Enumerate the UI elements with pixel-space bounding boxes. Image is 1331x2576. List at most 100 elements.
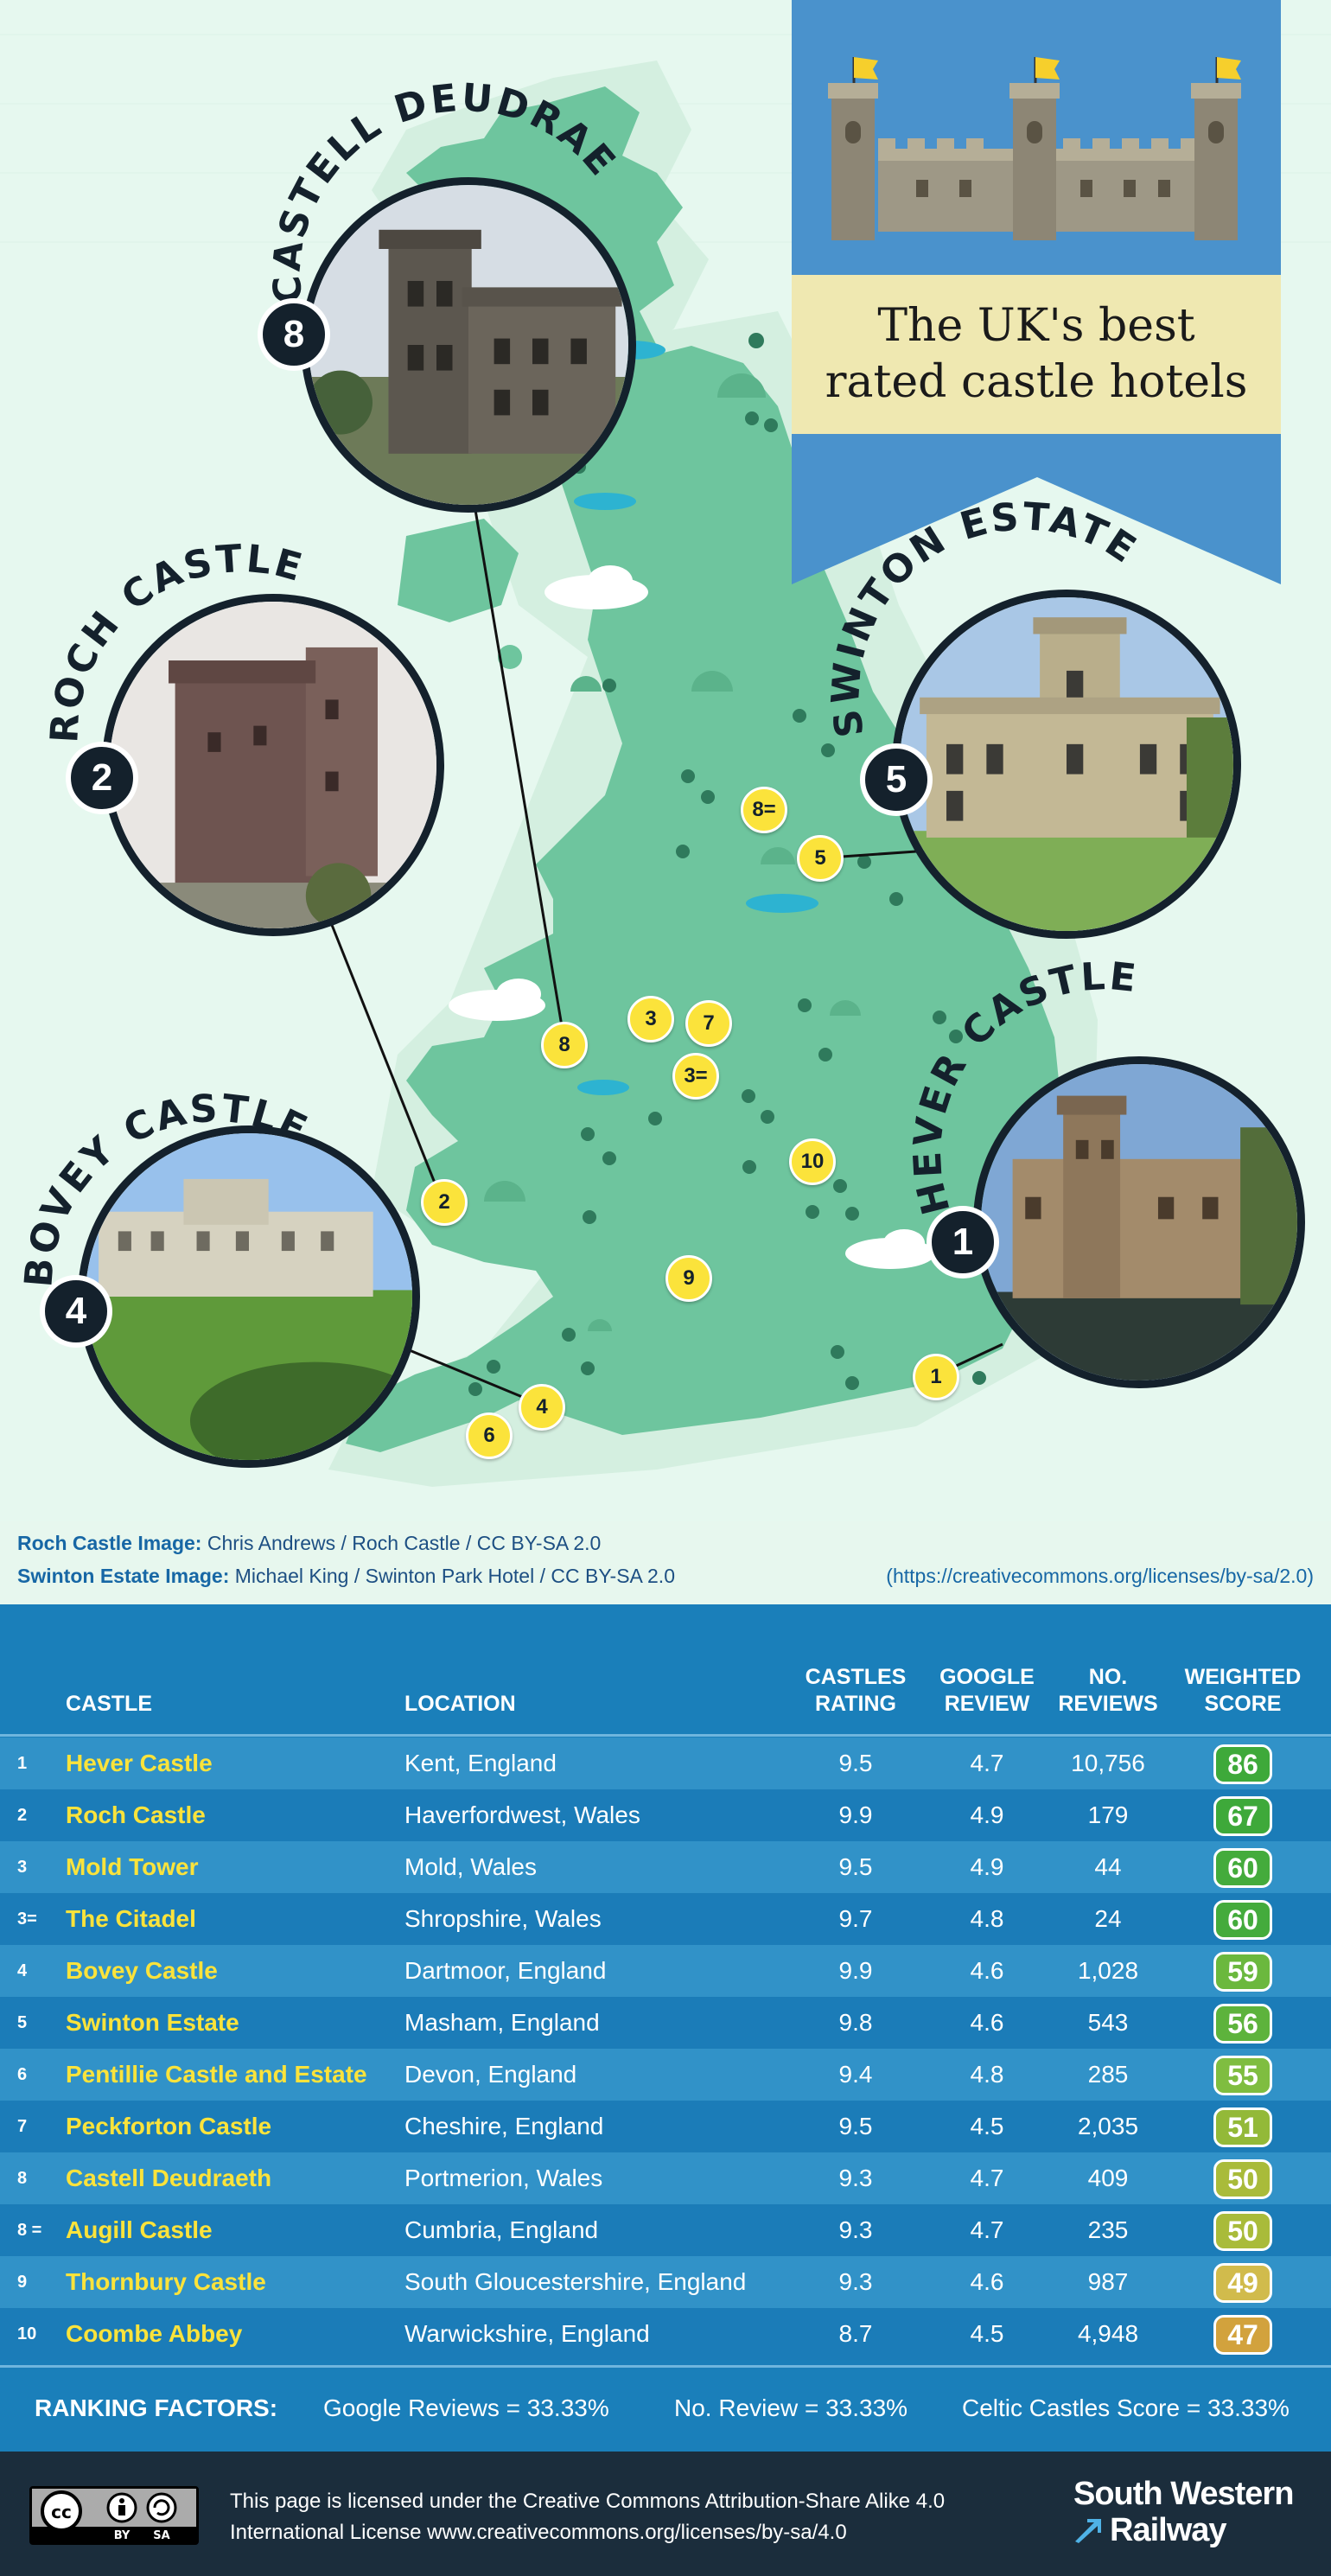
table-row: 5 Swinton Estate Masham, England 9.8 4.6 543 5…	[0, 1997, 1331, 2049]
map-marker: 3=	[672, 1053, 719, 1100]
map-marker: 8	[541, 1022, 588, 1068]
hever-castle-photo	[973, 1056, 1305, 1388]
header-no-reviews: NO. REVIEWS	[1058, 1665, 1158, 1716]
map-section: The UK's best rated castle hotels CASTEL…	[16, 0, 1305, 1487]
hever-castle-rank-badge: 1	[927, 1206, 999, 1278]
header-location: LOCATION	[404, 1692, 516, 1716]
cc-icon	[41, 2490, 82, 2532]
castle-name-cell: The Citadel	[66, 1905, 196, 1932]
location-cell: Masham, England	[404, 2009, 600, 2036]
ranking-factors: RANKING FACTORS: Google Reviews = 33.33%…	[0, 2365, 1331, 2452]
roch-castle-rank-badge: 2	[66, 742, 138, 814]
weighted-score-badge: 60	[1213, 1848, 1272, 1888]
no-reviews-cell: 10,756	[1071, 1750, 1145, 1776]
rank-cell: 10	[17, 2324, 37, 2343]
title-box: The UK's best rated castle hotels	[792, 275, 1281, 434]
ranking-factors-label: RANKING FACTORS:	[35, 2394, 278, 2421]
castle-name-cell: Swinton Estate	[66, 2009, 239, 2036]
google-review-cell: 4.8	[970, 1905, 1004, 1932]
weighted-score-badge: 49	[1213, 2263, 1272, 2303]
table-row: 2 Roch Castle Haverfordwest, Wales 9.9 4.9 17…	[0, 1789, 1331, 1841]
table-row: 8 = Augill Castle Cumbria, England 9.3 4.7 23…	[0, 2204, 1331, 2256]
castles-rating-cell: 9.3	[838, 2216, 873, 2243]
map-marker: 7	[685, 1000, 732, 1047]
table-row: 7 Peckforton Castle Cheshire, England 9.5 4.…	[0, 2101, 1331, 2152]
table-row: 1 Hever Castle Kent, England 9.5 4.7 10,756 86	[0, 1738, 1331, 1789]
license-line-2[interactable]: International License www.creativecommon…	[230, 2521, 847, 2544]
location-cell: Warwickshire, England	[404, 2320, 650, 2347]
location-cell: Mold, Wales	[404, 1853, 538, 1880]
roch-castle-photo	[102, 594, 444, 936]
rank-cell: 7	[17, 2117, 28, 2136]
weighted-score-badge: 67	[1213, 1796, 1272, 1836]
roch-credit-text: Chris Andrews / Roch Castle / CC BY-SA 2…	[207, 1532, 602, 1554]
weighted-score-badge: 56	[1213, 2004, 1272, 2044]
castell-deudraeth-photo	[301, 177, 636, 513]
table-row: 4 Bovey Castle Dartmoor, England 9.9 4.6 1,02…	[0, 1945, 1331, 1997]
castle-name-cell: Hever Castle	[66, 1750, 213, 1776]
location-cell: South Gloucestershire, England	[404, 2268, 747, 2295]
table-row: 9 Thornbury Castle South Gloucestershire, …	[0, 2256, 1331, 2308]
brand-line-1: South Western	[1073, 2476, 1294, 2512]
castles-rating-cell: 9.3	[838, 2268, 873, 2295]
table-row: 3 Mold Tower Mold, Wales 9.5 4.9 44 60	[0, 1841, 1331, 1893]
map-marker: 3	[627, 996, 674, 1043]
no-reviews-cell: 409	[1087, 2165, 1129, 2191]
svg-text:SA: SA	[153, 2529, 169, 2542]
map-marker: 4	[519, 1384, 565, 1431]
weighted-score-badge: 60	[1213, 1900, 1272, 1940]
castle-name-cell: Thornbury Castle	[66, 2268, 266, 2295]
rank-cell: 4	[17, 1961, 28, 1980]
castle-name-cell: Roch Castle	[66, 1801, 206, 1828]
header-castle: CASTLE	[66, 1692, 152, 1716]
swinton-credit-label: Swinton Estate Image:	[17, 1565, 230, 1587]
no-reviews-cell: 4,948	[1077, 2320, 1139, 2347]
svg-text:BY: BY	[114, 2529, 131, 2542]
castle-name-cell: Mold Tower	[66, 1853, 199, 1880]
rank-cell: 5	[17, 2013, 28, 2032]
south-western-railway-logo: South Western Railway	[1073, 2476, 1315, 2554]
table-row: 3= The Citadel Shropshire, Wales 9.7 4.8 24 60	[0, 1893, 1331, 1945]
table-row: 10 Coombe Abbey Warwickshire, England 8.7 4.…	[0, 2308, 1331, 2360]
rank-cell: 9	[17, 2273, 28, 2292]
google-review-cell: 4.7	[970, 1750, 1004, 1776]
license-link[interactable]: (https://creativecommons.org/licenses/by…	[886, 1565, 1314, 1587]
roch-credit-label: Roch Castle Image:	[17, 1532, 202, 1554]
weighted-score-badge: 59	[1213, 1952, 1272, 1992]
castle-name-cell: Pentillie Castle and Estate	[66, 2061, 367, 2088]
weighted-score-badge: 50	[1213, 2211, 1272, 2251]
cc-license-badge[interactable]: cc BY SA	[29, 2486, 199, 2545]
map-marker: 8=	[741, 787, 787, 833]
ranking-factor-google: Google Reviews = 33.33%	[323, 2394, 609, 2421]
google-review-cell: 4.9	[970, 1801, 1004, 1828]
castle-name-cell: Peckforton Castle	[66, 2113, 272, 2139]
rank-cell: 2	[17, 1806, 28, 1825]
location-cell: Haverfordwest, Wales	[404, 1801, 640, 1828]
castle-name-cell: Coombe Abbey	[66, 2320, 243, 2347]
rank-cell: 3=	[17, 1910, 37, 1929]
swinton-estate-photo	[892, 590, 1241, 939]
rank-cell: 3	[17, 1858, 28, 1877]
castles-rating-cell: 9.5	[838, 1750, 873, 1776]
license-line-1: This page is licensed under the Creative…	[230, 2490, 946, 2513]
weighted-score-badge: 50	[1213, 2159, 1272, 2199]
google-review-cell: 4.7	[970, 2216, 1004, 2243]
weighted-score-badge: 51	[1213, 2107, 1272, 2147]
google-review-cell: 4.7	[970, 2165, 1004, 2191]
google-review-cell: 4.9	[970, 1853, 1004, 1880]
castle-name-cell: Augill Castle	[66, 2216, 213, 2243]
footer: cc BY SA This page is licensed under the…	[0, 2452, 1331, 2576]
google-review-cell: 4.6	[970, 2268, 1004, 2295]
weighted-score-badge: 47	[1213, 2315, 1272, 2355]
map-marker: 5	[797, 835, 844, 882]
map-marker: 1	[913, 1354, 959, 1400]
google-review-cell: 4.8	[970, 2061, 1004, 2088]
no-reviews-cell: 2,035	[1077, 2113, 1139, 2139]
swinton-credit-text: Michael King / Swinton Park Hotel / CC B…	[234, 1565, 675, 1587]
location-cell: Portmerion, Wales	[404, 2165, 603, 2191]
ranking-factor-celtic: Celtic Castles Score = 33.33%	[962, 2394, 1290, 2421]
map-marker: 10	[789, 1138, 836, 1185]
brand-line-2: Railway	[1110, 2512, 1227, 2548]
google-review-cell: 4.6	[970, 2009, 1004, 2036]
no-reviews-cell: 1,028	[1077, 1957, 1139, 1984]
